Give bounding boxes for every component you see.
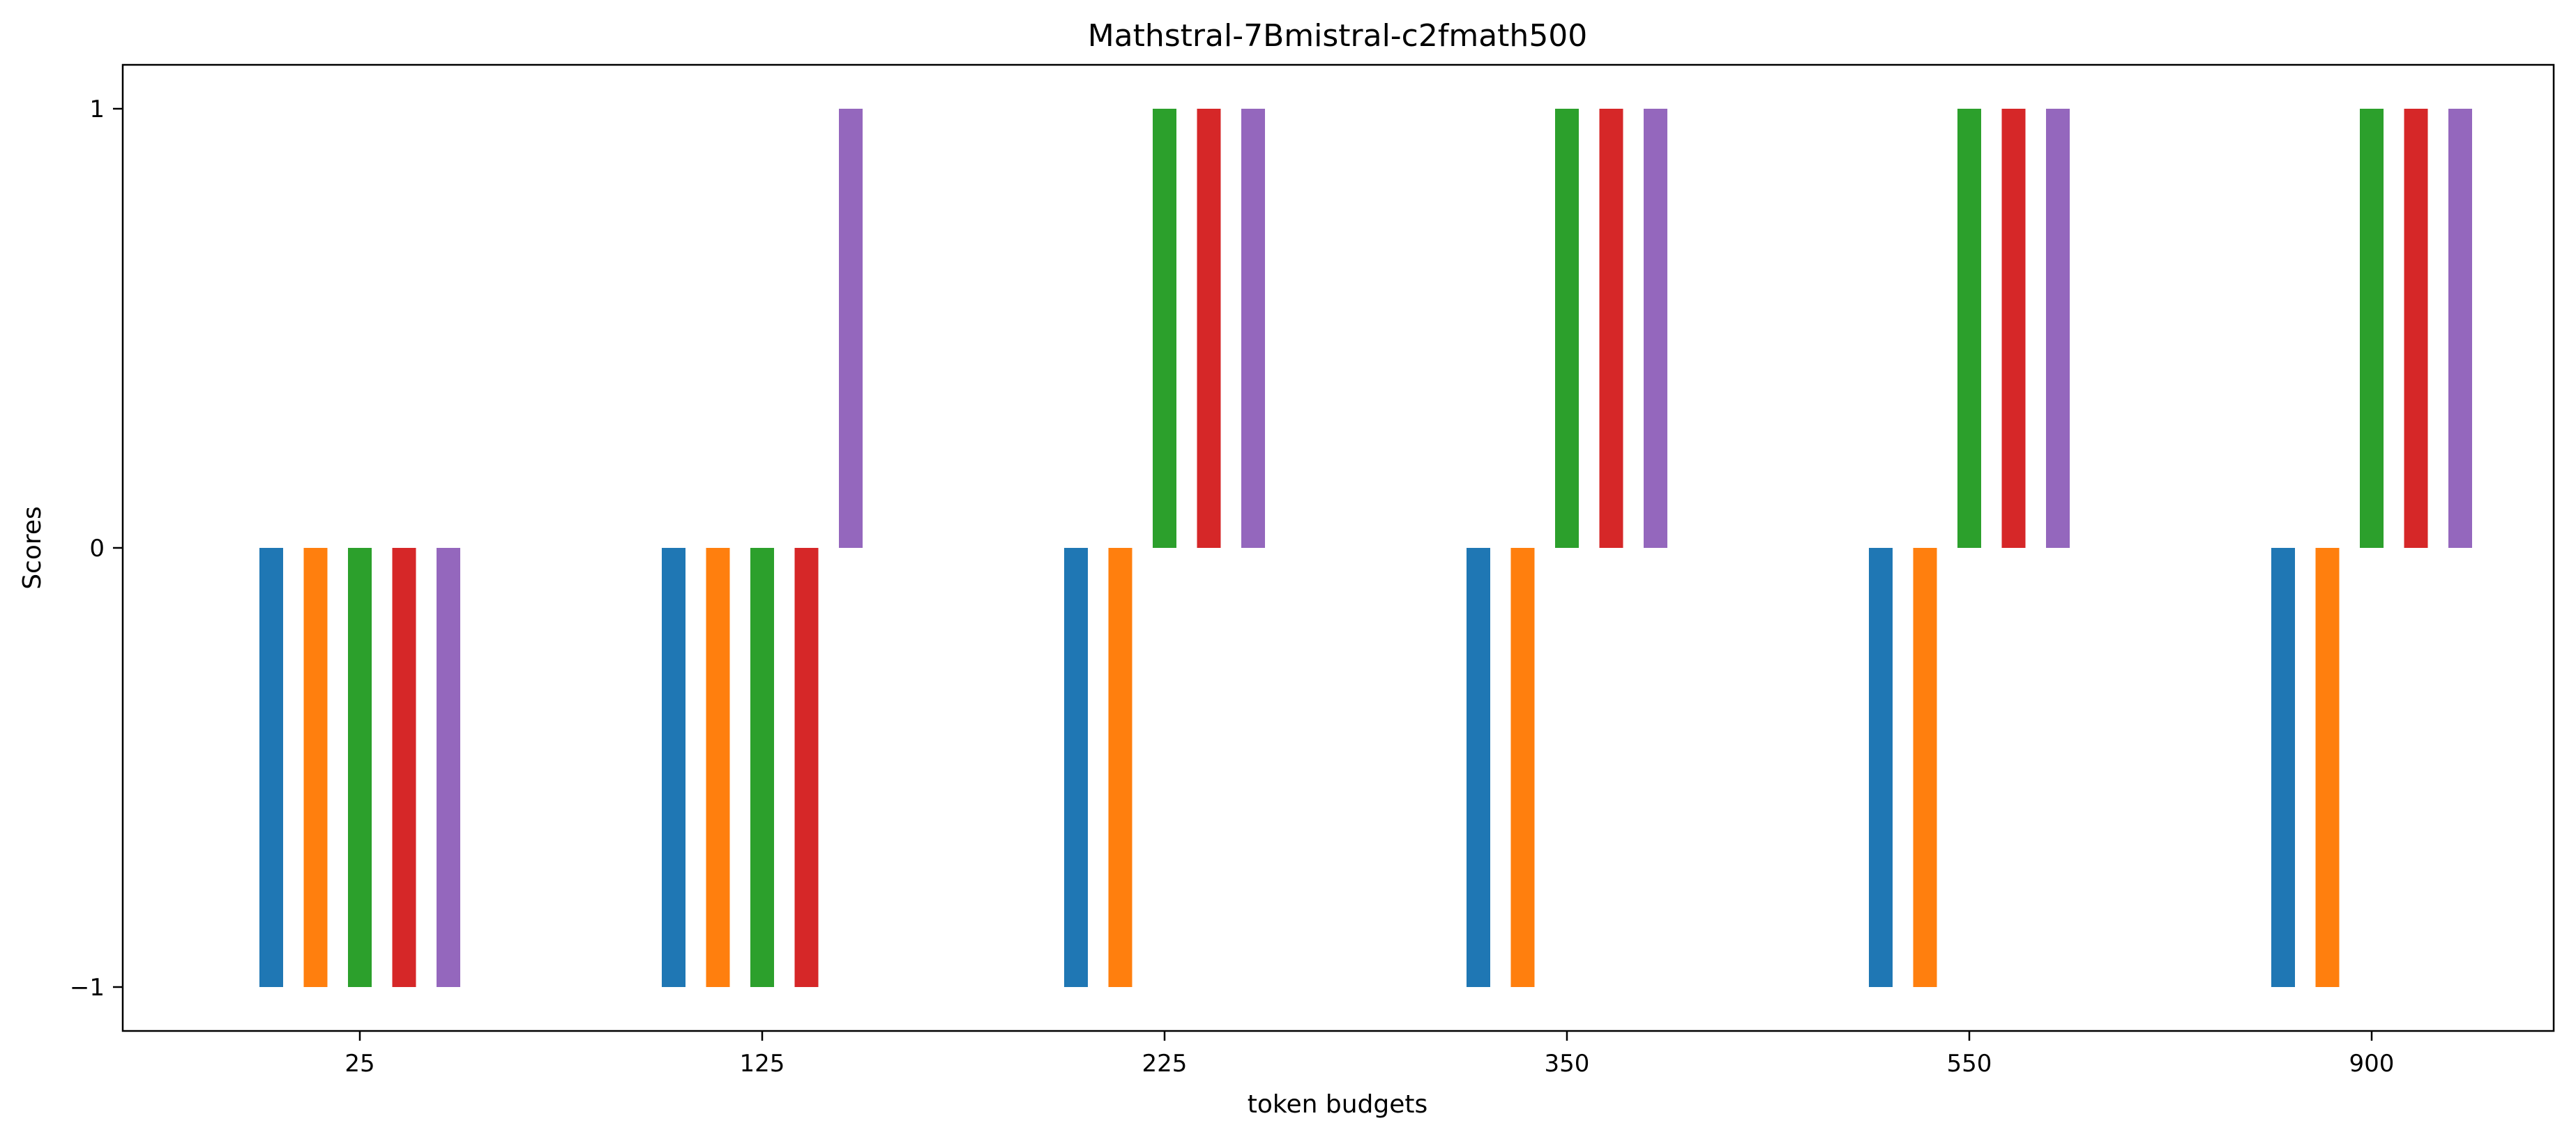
bar-350-series-2: [1510, 548, 1535, 987]
bar-225-series-4: [1197, 109, 1221, 548]
bar-350-series-1: [1467, 548, 1490, 987]
x-tick-label: 550: [1947, 1050, 1992, 1078]
bar-125-series-3: [750, 548, 774, 987]
bar-900-series-3: [2360, 109, 2384, 548]
bar-125-series-2: [706, 548, 730, 987]
bars-group: [259, 109, 2472, 987]
bar-900-series-4: [2404, 109, 2428, 548]
bar-350-series-4: [1599, 109, 1623, 548]
bar-350-series-5: [1644, 109, 1667, 548]
x-tick-label: 25: [344, 1050, 374, 1078]
bar-125-series-5: [839, 109, 863, 548]
bar-125-series-1: [662, 548, 685, 987]
y-tick-label: 0: [89, 535, 105, 563]
x-tick-label: 225: [1142, 1050, 1188, 1078]
bar-25-series-3: [348, 548, 372, 987]
bar-900-series-5: [2448, 109, 2472, 548]
bar-25-series-4: [392, 548, 416, 987]
bar-550-series-3: [1957, 109, 1981, 548]
bar-225-series-3: [1153, 109, 1176, 548]
bar-350-series-3: [1555, 109, 1579, 548]
bar-550-series-5: [2046, 109, 2070, 548]
bar-125-series-4: [794, 548, 819, 987]
bar-225-series-1: [1064, 548, 1088, 987]
y-axis-label: Scores: [18, 506, 47, 590]
y-tick-label: 1: [89, 95, 105, 123]
x-tick-label: 125: [740, 1050, 785, 1078]
bar-25-series-5: [437, 548, 460, 987]
bar-550-series-2: [1913, 548, 1937, 987]
bar-225-series-2: [1108, 548, 1132, 987]
chart-title: Mathstral-7Bmistral-c2fmath500: [1088, 18, 1588, 54]
bar-900-series-2: [2315, 548, 2340, 987]
y-tick-label: −1: [70, 974, 105, 1002]
bar-25-series-1: [259, 548, 283, 987]
plot-frame: [121, 63, 2555, 1032]
bar-900-series-1: [2271, 548, 2295, 987]
bar-550-series-4: [2001, 109, 2026, 548]
bar-25-series-2: [303, 548, 328, 987]
x-tick-label: 350: [1545, 1050, 1590, 1078]
bar-550-series-1: [1869, 548, 1893, 987]
bar-225-series-5: [1241, 109, 1265, 548]
x-tick-label: 900: [2349, 1050, 2395, 1078]
x-axis-label: token budgets: [1248, 1090, 1428, 1119]
x-axis-ticks: 25 125 225 350 550 900: [344, 1031, 2394, 1078]
y-axis-ticks: −1 0 1: [70, 95, 123, 1002]
